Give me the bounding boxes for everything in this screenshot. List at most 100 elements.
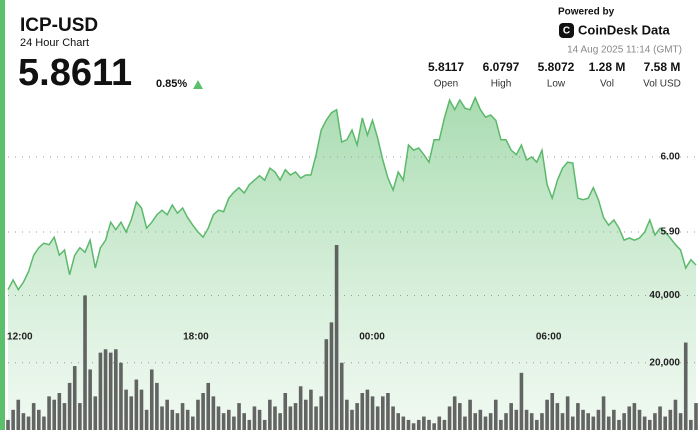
y-tick-label: 5.90 xyxy=(661,227,681,238)
volume-bar xyxy=(365,389,370,430)
volume-bar xyxy=(309,389,313,430)
volume-bar xyxy=(493,399,498,430)
volume-bar xyxy=(11,409,15,430)
volume-bar xyxy=(242,413,246,430)
volume-bar xyxy=(581,409,585,430)
volume-bar xyxy=(355,403,359,430)
volume-bar xyxy=(206,382,211,430)
volume-bar xyxy=(519,372,524,430)
volume-bar xyxy=(237,403,241,430)
y2-tick-label: 40,000 xyxy=(649,290,680,301)
volume-bar xyxy=(314,406,318,430)
stat-label: High xyxy=(491,79,512,90)
volume-bar xyxy=(642,416,647,430)
stat-label: Vol USD xyxy=(643,79,681,90)
volume-bar xyxy=(565,396,570,430)
volume-bar xyxy=(98,352,103,430)
volume-bar xyxy=(144,409,149,430)
powered-by: Powered by xyxy=(558,7,615,18)
volume-bar xyxy=(108,352,113,430)
volume-bar xyxy=(570,416,575,430)
volume-bar xyxy=(499,419,503,430)
volume-bar xyxy=(632,403,637,430)
volume-bar xyxy=(442,419,447,430)
stat-label: Open xyxy=(434,79,458,90)
x-tick-label: 00:00 xyxy=(359,332,385,343)
volume-bar xyxy=(339,362,344,430)
volume-bar xyxy=(488,413,493,430)
volume-bar xyxy=(683,342,688,430)
volume-bar xyxy=(350,409,354,430)
volume-bar xyxy=(262,419,267,430)
volume-bar xyxy=(401,416,406,430)
volume-bar xyxy=(165,399,169,430)
stat-label: Vol xyxy=(600,79,614,90)
volume-bar xyxy=(622,413,626,430)
volume-bar xyxy=(478,409,483,430)
volume-bar xyxy=(606,416,611,430)
price-area xyxy=(8,97,696,430)
volume-bar xyxy=(180,403,185,430)
volume-bar xyxy=(668,409,673,430)
volume-bar xyxy=(226,409,231,430)
volume-bar xyxy=(509,403,513,430)
volume-bar xyxy=(473,413,478,430)
volume-bar xyxy=(257,409,262,430)
volume-bar xyxy=(196,399,200,430)
volume-bar xyxy=(601,396,606,430)
volume-bar xyxy=(653,413,657,430)
brand: CoinDesk Data xyxy=(578,22,671,37)
volume-bar xyxy=(689,419,693,430)
volume-bar xyxy=(458,403,462,430)
volume-bar xyxy=(678,413,683,430)
volume-bar xyxy=(103,349,108,430)
volume-bar xyxy=(191,416,195,430)
volume-bar xyxy=(247,419,252,430)
y-tick-label: 6.00 xyxy=(661,152,681,163)
volume-bar xyxy=(21,413,26,430)
volume-bar xyxy=(185,409,190,430)
volume-bar xyxy=(555,403,560,430)
volume-bar xyxy=(216,406,221,430)
volume-bar xyxy=(658,406,662,430)
volume-bar xyxy=(468,399,472,430)
volume-bar xyxy=(129,396,134,430)
volume-bar xyxy=(386,393,390,430)
volume-bar xyxy=(52,399,57,430)
volume-bar xyxy=(273,406,277,430)
stat-value: 1.28 M xyxy=(589,60,626,74)
volume-bar xyxy=(540,413,544,430)
volume-bar xyxy=(637,409,642,430)
volume-bar xyxy=(134,379,139,430)
volume-bar xyxy=(252,406,257,430)
stat-value: 5.8072 xyxy=(538,60,575,74)
volume-bar xyxy=(524,409,529,430)
volume-bar xyxy=(37,409,41,430)
volume-bar xyxy=(114,349,118,430)
volume-bar xyxy=(617,419,621,430)
accent-bar xyxy=(0,0,5,430)
stat-value: 7.58 M xyxy=(644,60,681,74)
volume-bar xyxy=(319,396,323,430)
up-arrow xyxy=(193,80,203,89)
volume-bar xyxy=(119,362,123,430)
volume-bar xyxy=(406,419,411,430)
volume-bar xyxy=(124,389,128,430)
volume-bar xyxy=(221,413,226,430)
volume-bar xyxy=(576,403,580,430)
volume-bar xyxy=(411,423,416,430)
volume-bar xyxy=(612,409,616,430)
volume-bar xyxy=(586,413,590,430)
logo-mark: C xyxy=(563,26,570,37)
volume-bar xyxy=(432,423,436,430)
volume-bar xyxy=(647,419,652,430)
volume-bar xyxy=(278,413,282,430)
volume-bar xyxy=(694,403,698,430)
volume-bar xyxy=(334,245,339,430)
volume-bar xyxy=(155,382,159,430)
volume-bar xyxy=(288,406,293,430)
stat-value: 5.8117 xyxy=(428,60,464,74)
title: ICP-USD xyxy=(20,15,98,36)
volume-bar xyxy=(463,416,467,430)
volume-bar xyxy=(139,389,144,430)
